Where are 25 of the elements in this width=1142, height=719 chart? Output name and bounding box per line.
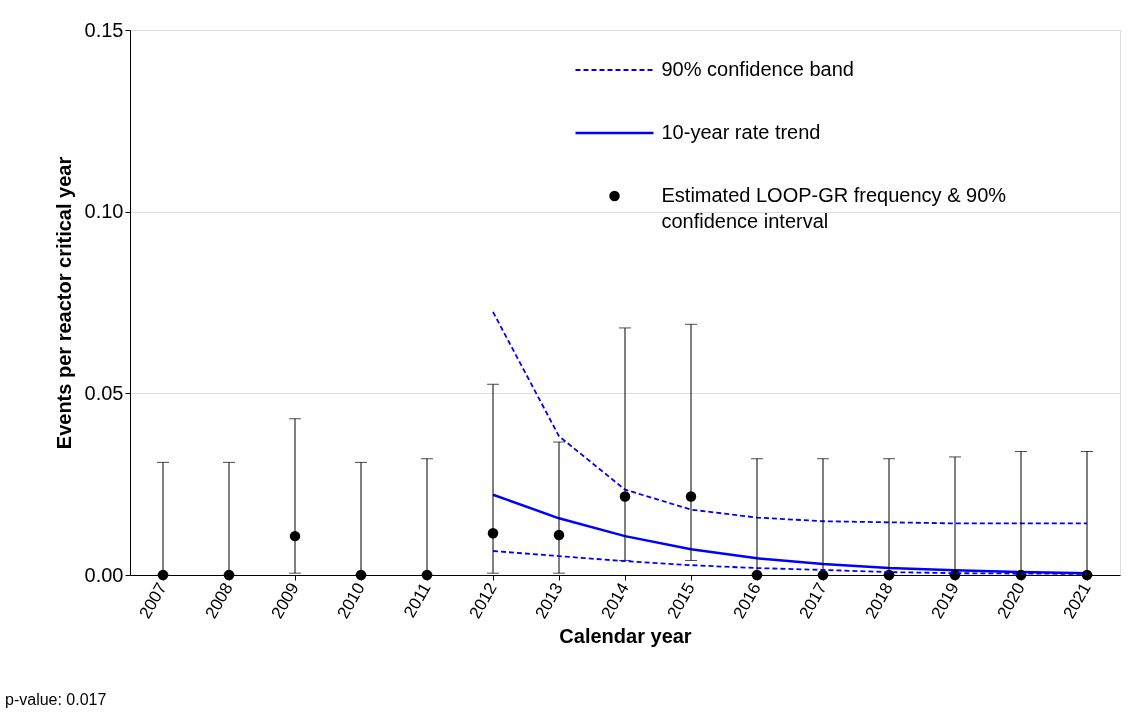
y-tick-label: 0.00 bbox=[84, 563, 124, 586]
point bbox=[553, 529, 565, 541]
y-tick-label: 0.15 bbox=[84, 18, 124, 41]
y-tick-label: 0.10 bbox=[84, 200, 124, 223]
text: p-value: 0.017 bbox=[5, 691, 107, 708]
y-tick-label: 0.05 bbox=[84, 381, 124, 404]
point bbox=[883, 569, 895, 581]
x-axis-title: Calendar year bbox=[559, 625, 692, 648]
point bbox=[1081, 569, 1093, 581]
point bbox=[751, 569, 763, 581]
point bbox=[1015, 569, 1027, 581]
point bbox=[817, 569, 829, 581]
legend-label: 10-year rate trend bbox=[661, 121, 821, 143]
point bbox=[487, 527, 499, 539]
y-axis-title: Events per reactor critical year bbox=[52, 156, 75, 450]
point bbox=[157, 569, 169, 581]
point bbox=[223, 569, 235, 581]
point bbox=[355, 569, 367, 581]
line-series bbox=[492, 311, 1088, 525]
point bbox=[685, 491, 697, 502]
point bbox=[619, 491, 631, 502]
point bbox=[289, 530, 301, 542]
legend-label: 90% confidence band bbox=[661, 58, 854, 80]
point bbox=[421, 569, 433, 581]
legend-label: Estimated LOOP-GR frequency & 90% confidence interval bbox=[661, 184, 1007, 232]
